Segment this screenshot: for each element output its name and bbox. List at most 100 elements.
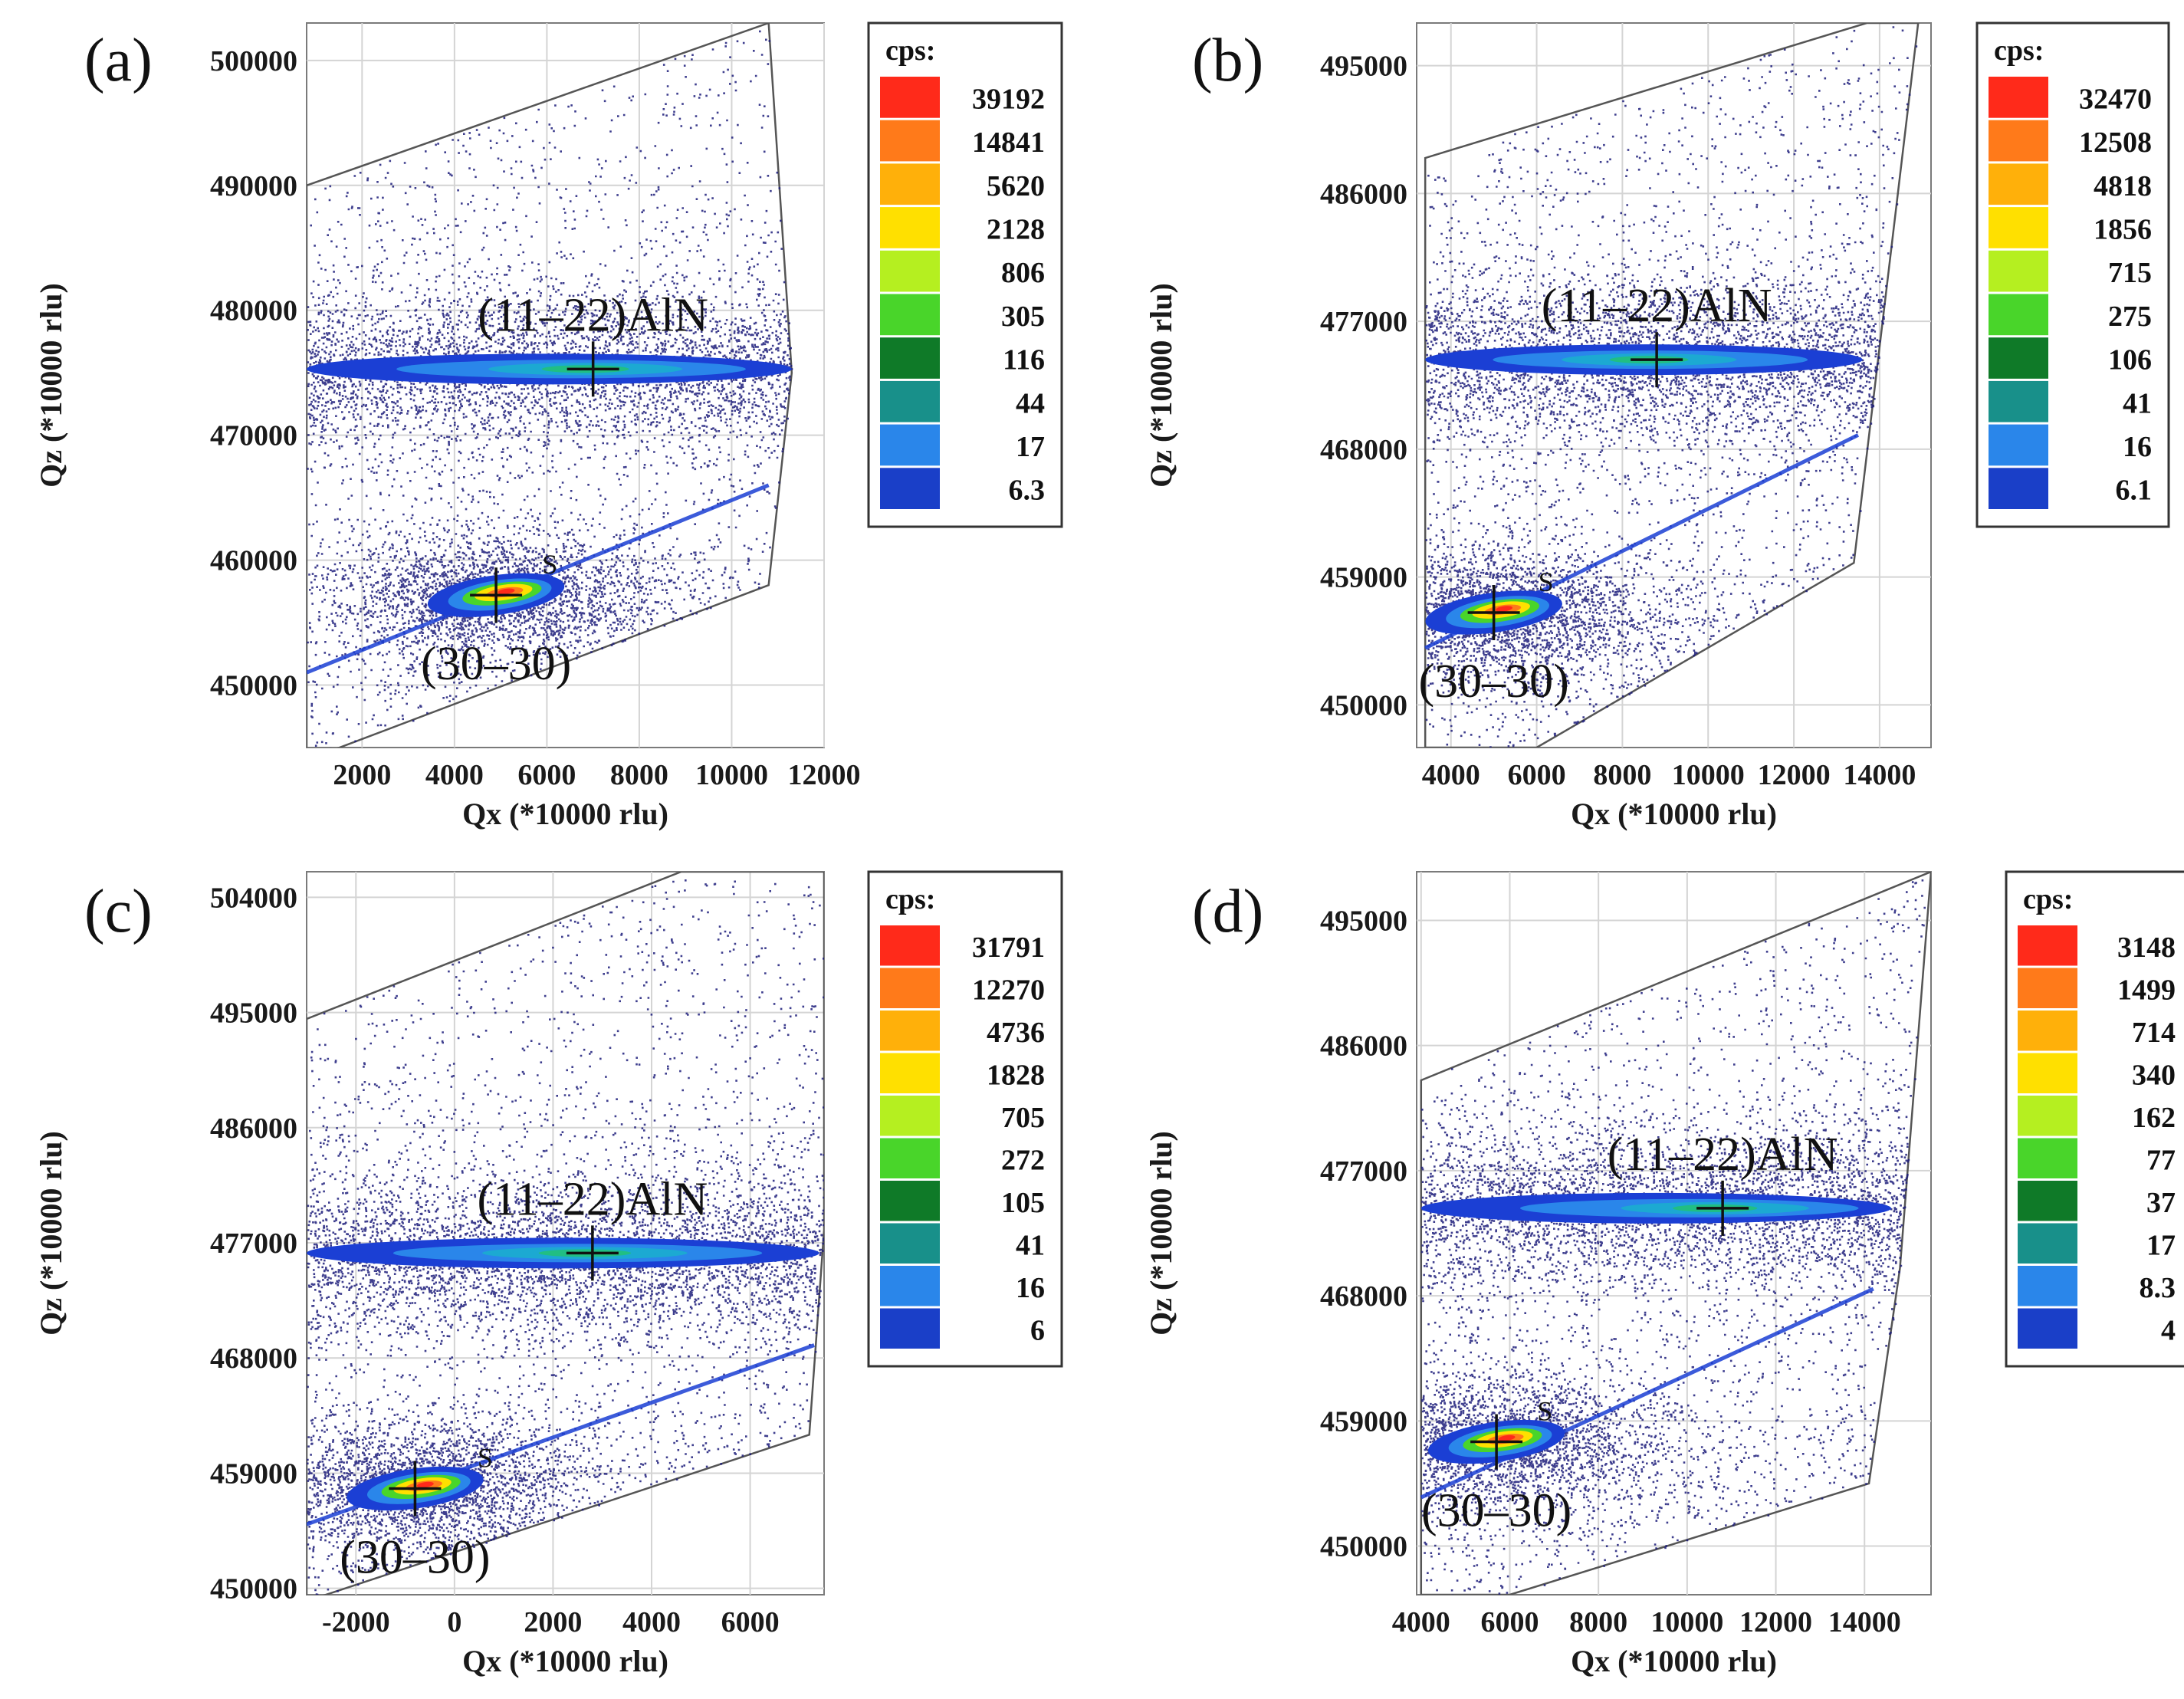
scan-region-outline bbox=[1420, 872, 1931, 1595]
s-label: S bbox=[542, 549, 557, 580]
legend: cps: 39192 14841 5620 2128 806 305 116 44 17 6.3 bbox=[867, 21, 1063, 528]
y-tick-label: 480000 bbox=[210, 295, 297, 327]
legend-swatch bbox=[880, 250, 940, 292]
x-tick-label: 10000 bbox=[695, 759, 768, 791]
legend-value: 715 bbox=[2108, 257, 2152, 289]
legend-swatch bbox=[880, 1053, 940, 1093]
legend-swatch bbox=[1989, 120, 2048, 162]
substrate-peak-label: (30–30) bbox=[421, 638, 571, 690]
y-tick-label: 477000 bbox=[1320, 306, 1407, 338]
legend-value: 275 bbox=[2108, 301, 2152, 333]
legend-title: cps: bbox=[1994, 35, 2044, 67]
legend-swatch bbox=[1989, 250, 2048, 292]
y-tick-label: 468000 bbox=[210, 1342, 297, 1375]
legend-value: 8.3 bbox=[2140, 1272, 2176, 1304]
x-tick-label: 12000 bbox=[1758, 759, 1831, 791]
scan-region-outline bbox=[1424, 23, 1920, 748]
y-tick-label: 477000 bbox=[210, 1227, 297, 1260]
y-tick-label: 459000 bbox=[1320, 1405, 1407, 1438]
x-tick-label: 6000 bbox=[1480, 1606, 1539, 1638]
legend-value: 106 bbox=[2108, 344, 2152, 376]
legend-swatch bbox=[880, 77, 940, 118]
legend-swatch bbox=[1989, 163, 2048, 205]
sub-peak-core bbox=[1496, 606, 1513, 612]
sub-peak-core bbox=[1498, 1434, 1516, 1441]
legend-swatch bbox=[1989, 337, 2048, 379]
axes: 4000 6000 8000 10000 12000 14000 450000 459000 4… bbox=[1320, 51, 1916, 791]
legend-value: 12508 bbox=[2079, 127, 2152, 159]
legend-value: 806 bbox=[1001, 257, 1045, 289]
sub-peak-core bbox=[498, 588, 515, 595]
x-tick-label: 2000 bbox=[524, 1606, 582, 1638]
legend-swatch bbox=[880, 163, 940, 205]
legend-value: 1856 bbox=[2094, 213, 2152, 245]
legend-value: 272 bbox=[1001, 1144, 1045, 1176]
x-tick-label: 4000 bbox=[1392, 1606, 1450, 1638]
axes: -2000 0 2000 4000 6000 450000 459000 468000 4770… bbox=[210, 882, 780, 1638]
s-label: S bbox=[478, 1442, 493, 1473]
x-tick-label: 8000 bbox=[610, 759, 668, 791]
substrate-peak-label: (30–30) bbox=[1421, 1485, 1571, 1537]
y-tick-label: 459000 bbox=[1320, 562, 1407, 594]
legend-swatch bbox=[2018, 1266, 2077, 1306]
legend-swatch bbox=[880, 468, 940, 509]
y-tick-label: 460000 bbox=[210, 545, 297, 577]
substrate-peak-label: (30–30) bbox=[340, 1531, 490, 1583]
legend-value: 105 bbox=[1001, 1187, 1045, 1219]
legend-value: 12270 bbox=[972, 974, 1045, 1006]
y-tick-label: 468000 bbox=[1320, 434, 1407, 466]
x-tick-label: 12000 bbox=[1739, 1606, 1812, 1638]
legend-title: cps: bbox=[885, 883, 935, 915]
legend-value: 14841 bbox=[972, 127, 1045, 159]
noise-dots bbox=[1420, 879, 1926, 1595]
legend-value: 5620 bbox=[987, 170, 1045, 202]
legend-swatch bbox=[2018, 1053, 2077, 1093]
legend-value: 4736 bbox=[987, 1017, 1045, 1049]
x-tick-label: 4000 bbox=[1422, 759, 1480, 791]
s-label: S bbox=[1539, 567, 1554, 597]
legend-value: 116 bbox=[1003, 344, 1045, 376]
legend-value: 77 bbox=[2146, 1144, 2176, 1176]
legend-swatch bbox=[1989, 207, 2048, 248]
legend-value: 17 bbox=[1016, 431, 1045, 463]
y-tick-label: 500000 bbox=[210, 45, 297, 77]
plot-content bbox=[1424, 23, 1920, 748]
legend-swatch bbox=[880, 1266, 940, 1306]
panel-label: (c) bbox=[84, 878, 153, 945]
noise-dots bbox=[307, 30, 793, 748]
x-tick-label: 14000 bbox=[1828, 1606, 1901, 1638]
y-tick-label: 486000 bbox=[1320, 178, 1407, 210]
y-tick-label: 477000 bbox=[1320, 1155, 1407, 1188]
x-tick-label: 8000 bbox=[1569, 1606, 1627, 1638]
legend-value: 16 bbox=[2123, 431, 2152, 463]
legend-swatch bbox=[880, 925, 940, 966]
substrate-peak-label: (30–30) bbox=[1419, 656, 1569, 708]
legend-value: 6 bbox=[1030, 1314, 1045, 1346]
legend-value: 32470 bbox=[2079, 83, 2152, 115]
x-tick-label: 8000 bbox=[1593, 759, 1651, 791]
y-tick-label: 486000 bbox=[210, 1112, 297, 1145]
legend-swatch bbox=[2018, 925, 2077, 966]
x-tick-label: 2000 bbox=[333, 759, 391, 791]
legend-swatch bbox=[2018, 968, 2077, 1008]
x-tick-label: 6000 bbox=[721, 1606, 780, 1638]
legend-swatch bbox=[880, 1096, 940, 1136]
legend-swatch bbox=[2018, 1011, 2077, 1051]
legend-swatch bbox=[880, 1181, 940, 1221]
legend: cps: 31791 12270 4736 1828 705 272 105 41 16 6 bbox=[867, 870, 1063, 1368]
aln-peak-label: (11–22)AlN bbox=[1542, 280, 1772, 332]
legend-swatch bbox=[1989, 424, 2048, 466]
x-axis-title: Qx (*10000 rlu) bbox=[1571, 797, 1777, 831]
x-tick-label: 10000 bbox=[1672, 759, 1745, 791]
aln-peak-cross bbox=[566, 1225, 619, 1281]
legend-value: 705 bbox=[1001, 1102, 1045, 1134]
x-axis-title: Qx (*10000 rlu) bbox=[462, 1644, 668, 1678]
substrate-peak-cross bbox=[1467, 584, 1520, 640]
legend-title: cps: bbox=[885, 35, 935, 67]
panel-b: 4000 6000 8000 10000 12000 14000 450000 459000 4… bbox=[1144, 21, 2170, 831]
aln-peak-label: (11–22)AlN bbox=[1608, 1129, 1838, 1181]
substrate-peak-cross bbox=[1470, 1414, 1523, 1470]
x-tick-label: 6000 bbox=[1508, 759, 1566, 791]
legend-value: 41 bbox=[2123, 387, 2152, 419]
aln-peak-label: (11–22)AlN bbox=[478, 289, 708, 341]
